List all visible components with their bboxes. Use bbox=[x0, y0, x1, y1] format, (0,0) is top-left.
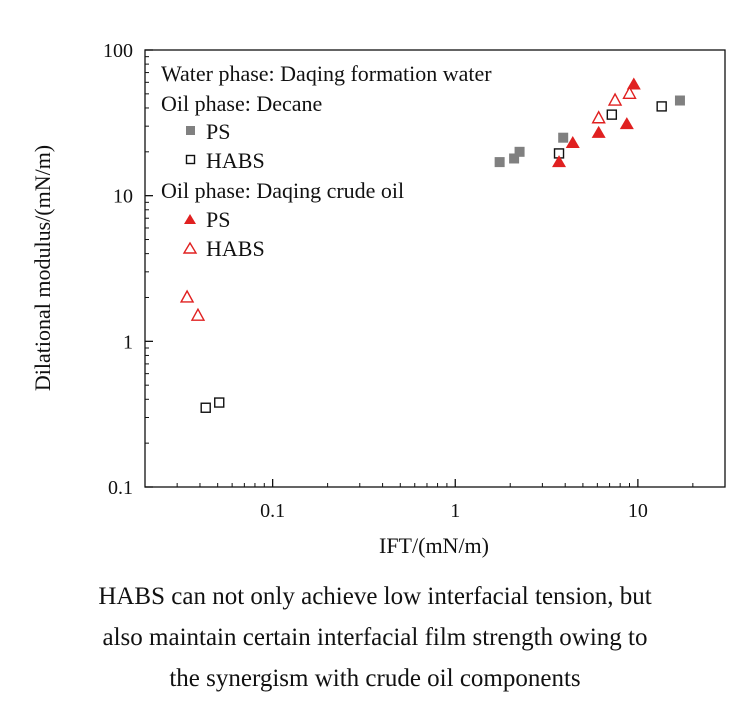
data-point-decane-ps bbox=[514, 146, 525, 157]
data-point-crude-habs bbox=[179, 289, 195, 303]
legend-label-decane-ps: PS bbox=[206, 119, 230, 144]
data-point-crude-habs bbox=[591, 110, 606, 124]
caption-line-1: HABS can not only achieve low interfacia… bbox=[98, 583, 652, 610]
data-point-decane-ps bbox=[674, 95, 685, 106]
legend-label-decane-habs: HABS bbox=[206, 148, 265, 173]
legend-marker-decane-habs bbox=[185, 154, 196, 165]
legend-label-crude-habs: HABS bbox=[206, 236, 265, 261]
y-tick-label: 100 bbox=[103, 40, 133, 62]
data-point-decane-ps bbox=[494, 157, 505, 168]
data-point-crude-ps bbox=[552, 155, 567, 168]
x-tick-label: 10 bbox=[628, 500, 648, 522]
legend-marker-crude-ps bbox=[184, 214, 196, 224]
data-point-crude-habs bbox=[622, 85, 637, 100]
data-point-decane-habs bbox=[200, 402, 211, 413]
data-point-crude-ps bbox=[619, 117, 634, 130]
x-tick-label: 0.1 bbox=[260, 500, 285, 522]
axis-ticks: 0.1 1 10 0.1 1 10 100 bbox=[103, 40, 694, 522]
data-point-decane-habs bbox=[214, 397, 225, 408]
data-point-crude-habs bbox=[190, 307, 206, 321]
data-point-decane-ps bbox=[509, 153, 520, 164]
legend: Water phase: Daqing formation water Oil … bbox=[161, 61, 492, 261]
data-point-decane-habs bbox=[606, 109, 618, 120]
data-point-crude-ps bbox=[626, 77, 641, 90]
data-point-decane-ps bbox=[558, 132, 569, 143]
figure-caption: HABS can not only achieve low interfacia… bbox=[0, 576, 750, 699]
legend-marker-decane-ps bbox=[186, 126, 195, 135]
data-points bbox=[179, 77, 685, 413]
legend-header-oil-crude: Oil phase: Daqing crude oil bbox=[161, 178, 404, 203]
caption-line-3: the synergism with crude oil components bbox=[169, 665, 581, 692]
y-axis-label: Dilational modulus/(mN/m) bbox=[30, 145, 55, 391]
data-point-crude-habs bbox=[607, 92, 623, 106]
data-point-crude-ps bbox=[591, 125, 606, 138]
y-tick-label: 10 bbox=[113, 186, 133, 208]
legend-header-oil-decane: Oil phase: Decane bbox=[161, 91, 322, 116]
legend-header-water-phase: Water phase: Daqing formation water bbox=[161, 61, 492, 86]
x-axis-label: IFT/(mN/m) bbox=[379, 533, 489, 558]
data-point-decane-habs bbox=[656, 101, 667, 112]
y-tick-label: 1 bbox=[123, 331, 133, 353]
legend-label-crude-ps: PS bbox=[206, 207, 230, 232]
y-tick-label: 0.1 bbox=[108, 477, 133, 499]
data-point-crude-ps bbox=[565, 135, 580, 148]
plot-frame bbox=[144, 49, 726, 488]
legend-marker-crude-habs bbox=[182, 241, 198, 254]
caption-line-2: also maintain certain interfacial film s… bbox=[102, 624, 648, 651]
x-tick-label: 1 bbox=[450, 500, 460, 522]
